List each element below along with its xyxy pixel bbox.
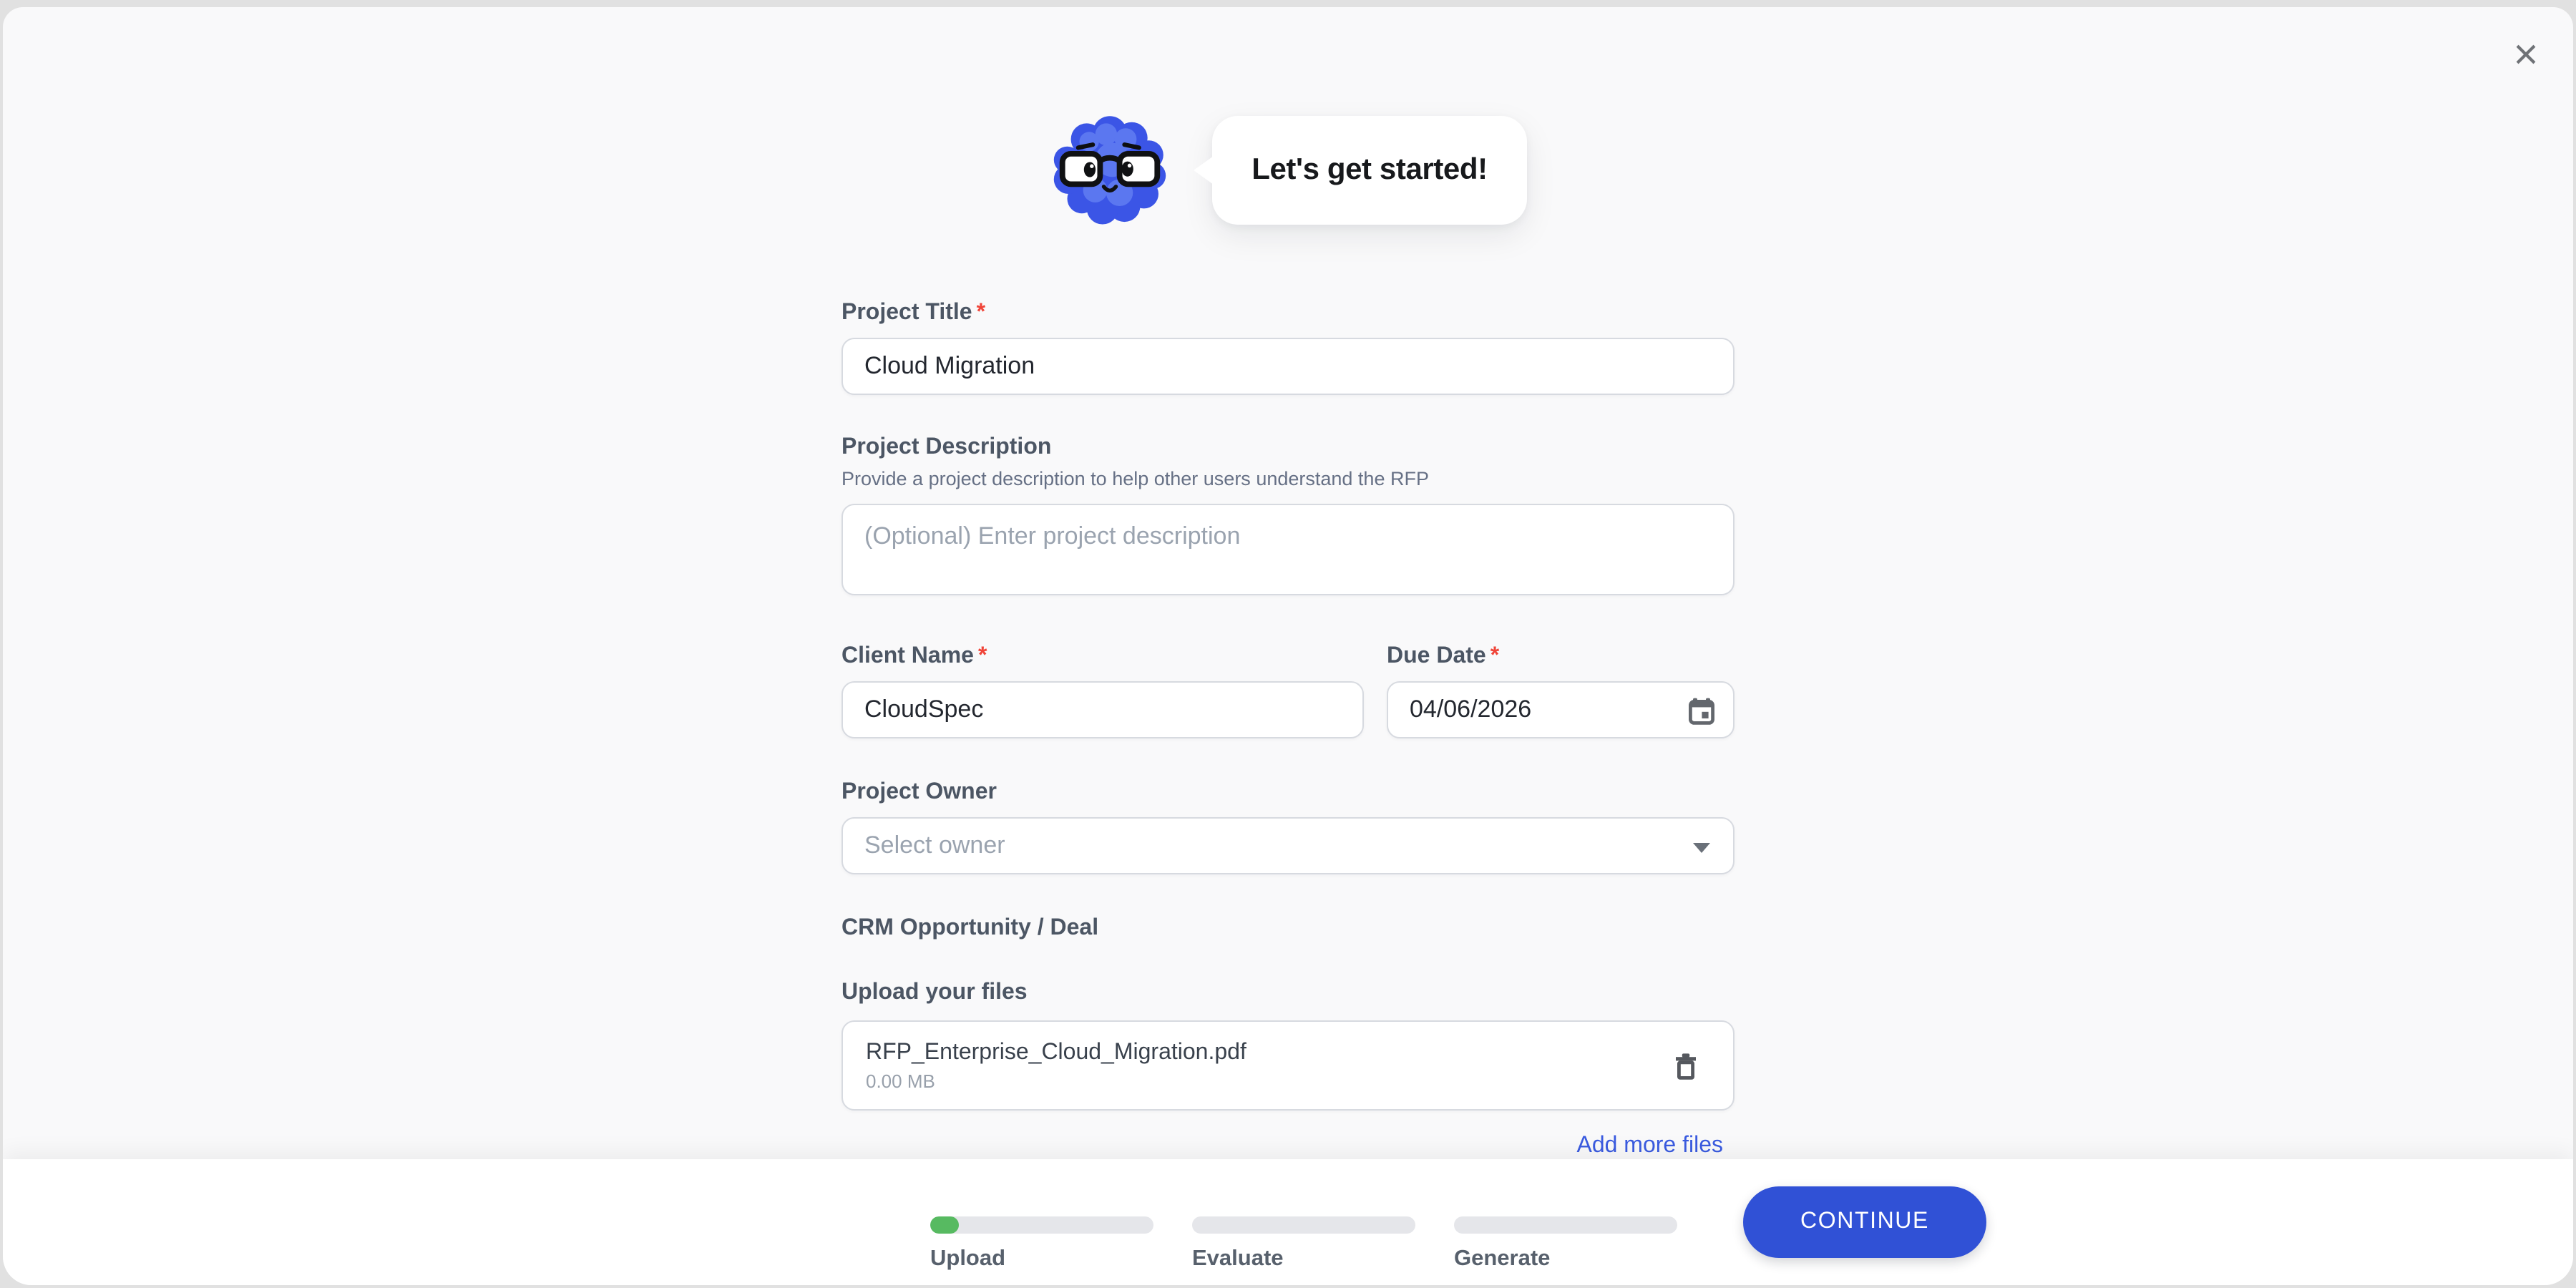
- crm-opportunity-label: CRM Opportunity / Deal: [841, 916, 1099, 940]
- progress-track: [1454, 1216, 1677, 1234]
- project-owner-label: Project Owner: [841, 780, 997, 804]
- upload-files-label: Upload your files: [841, 980, 1028, 1005]
- progress-fill: [930, 1216, 960, 1234]
- step-label-generate: Generate: [1454, 1246, 1551, 1271]
- step-generate: Generate: [1454, 1216, 1677, 1272]
- speech-bubble: Let's get started!: [1211, 115, 1528, 224]
- step-upload: Upload: [930, 1216, 1153, 1272]
- close-button[interactable]: [2502, 30, 2550, 79]
- mascot-face: [1059, 142, 1160, 193]
- chevron-down-icon: [1693, 843, 1710, 853]
- progress-steps: Upload Evaluate Generate: [930, 1216, 1677, 1272]
- project-description-helper: Provide a project description to help ot…: [841, 468, 1429, 489]
- add-more-files-link[interactable]: Add more files: [1576, 1133, 1723, 1158]
- wizard-footer: Upload Evaluate Generate CONTINUE: [3, 1159, 2573, 1285]
- step-label-evaluate: Evaluate: [1192, 1246, 1284, 1271]
- assistant-intro: Let's get started!: [3, 109, 2573, 230]
- file-name: RFP_Enterprise_Cloud_Migration.pdf: [866, 1040, 1246, 1064]
- date-picker-button[interactable]: [1683, 693, 1720, 730]
- project-owner-placeholder: Select owner: [864, 831, 1005, 859]
- project-title-label: Project Title *: [841, 301, 986, 325]
- uploaded-file-item: RFP_Enterprise_Cloud_Migration.pdf 0.00 …: [841, 1020, 1735, 1111]
- greeting-text: Let's get started!: [1252, 152, 1488, 185]
- required-marker: *: [976, 301, 986, 325]
- file-size: 0.00 MB: [866, 1070, 935, 1091]
- due-date-label: Due Date *: [1387, 644, 1500, 668]
- step-evaluate: Evaluate: [1192, 1216, 1415, 1272]
- new-project-modal: Let's get started! Project Title* Projec…: [3, 7, 2573, 1285]
- progress-track: [930, 1216, 1153, 1234]
- required-marker: *: [977, 644, 987, 668]
- close-icon: [2516, 44, 2536, 64]
- client-name-label: Client Name *: [841, 644, 987, 668]
- continue-button[interactable]: CONTINUE: [1743, 1186, 1986, 1258]
- assistant-mascot: [1053, 116, 1166, 225]
- progress-track: [1192, 1216, 1415, 1234]
- step-label-upload: Upload: [930, 1246, 1006, 1271]
- project-form: Project Title* Project Description Provi…: [841, 299, 1735, 1159]
- calendar-icon: [1688, 698, 1715, 725]
- project-owner-select[interactable]: Select owner: [841, 817, 1735, 874]
- trash-icon: [1676, 1053, 1696, 1079]
- project-description-label: Project Description: [841, 435, 1052, 459]
- delete-file-button[interactable]: [1664, 1044, 1707, 1087]
- due-date-input[interactable]: [1387, 681, 1735, 738]
- client-name-input[interactable]: [841, 681, 1364, 738]
- project-description-input[interactable]: [841, 504, 1735, 595]
- project-title-input[interactable]: [841, 338, 1735, 395]
- required-marker: *: [1490, 644, 1500, 668]
